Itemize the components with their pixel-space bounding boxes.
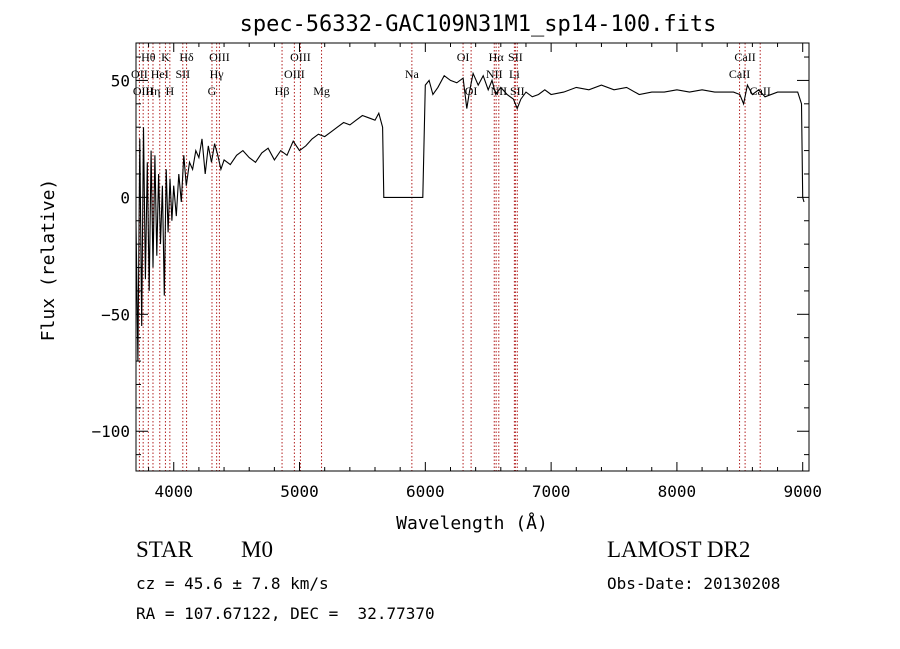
x-axis-ticks: 4000 5000 6000 7000 8000 9000 (148, 43, 822, 501)
spectral-line-label: Na (405, 67, 420, 81)
spectral-line-label: Hα (489, 50, 505, 64)
spectral-line-label: OI (465, 84, 478, 98)
spectral-line-label: OIII (290, 50, 311, 64)
spectral-line-label: G (208, 84, 217, 98)
subclass-label: M0 (241, 537, 273, 562)
spectral-line-label: OIII (133, 84, 154, 98)
plot-frame (135, 42, 810, 472)
y-axis-label: Flux (relative) (38, 179, 59, 342)
spectral-line-label: Li (509, 67, 520, 81)
spectral-line-label: SII (510, 84, 525, 98)
spectral-line-label: OII (131, 67, 148, 81)
spectral-line-label: Mg (313, 84, 330, 98)
spectral-line-label: Hη (146, 84, 161, 98)
x-tick-label: 4000 (154, 482, 193, 501)
spectral-line-label: H (166, 84, 175, 98)
survey-label: LAMOST DR2 (607, 537, 751, 562)
x-tick-label: 9000 (783, 482, 822, 501)
spectral-line-label: Hβ (275, 84, 290, 98)
x-tick-label: 5000 (280, 482, 319, 501)
x-tick-label: 7000 (532, 482, 571, 501)
observation-date: Obs-Date: 20130208 (607, 574, 781, 593)
x-tick-label: 6000 (406, 482, 445, 501)
y-tick-label: −50 (101, 305, 130, 324)
y-tick-label: −100 (91, 422, 130, 441)
spectral-line-label: SII (508, 50, 523, 64)
spectral-line-label: CaII (734, 50, 755, 64)
spectral-line-label: OI (457, 50, 470, 64)
spectral-line-label: K (161, 50, 170, 64)
spectrum-trace (135, 71, 805, 362)
y-axis-ticks: 50 0 −50 −100 (91, 56, 809, 456)
spectral-line-label: Hγ (210, 67, 225, 81)
spectral-line-label: HeI (151, 67, 169, 81)
spectral-line-label: NII (486, 67, 503, 81)
spectral-line-label: CaII (729, 67, 750, 81)
x-axis-label: Wavelength (Å) (396, 512, 548, 534)
y-tick-label: 50 (111, 71, 130, 90)
spectral-line-markers (138, 43, 761, 471)
spectral-line-label: Hδ (179, 50, 194, 64)
classification-label: STAR (136, 537, 193, 562)
spectral-line-label: OIII (284, 67, 305, 81)
spectral-line-label: Hθ (141, 50, 156, 64)
spectral-line-label: OIII (209, 50, 230, 64)
coordinates-readout: RA = 107.67122, DEC = 32.77370 (136, 604, 435, 623)
redshift-readout: cz = 45.6 ± 7.8 km/s (136, 574, 329, 593)
spectral-line-label: SII (175, 67, 190, 81)
y-tick-label: 0 (120, 188, 130, 207)
chart-title: spec-56332-GAC109N31M1_sp14-100.fits (240, 12, 717, 37)
x-tick-label: 8000 (658, 482, 697, 501)
